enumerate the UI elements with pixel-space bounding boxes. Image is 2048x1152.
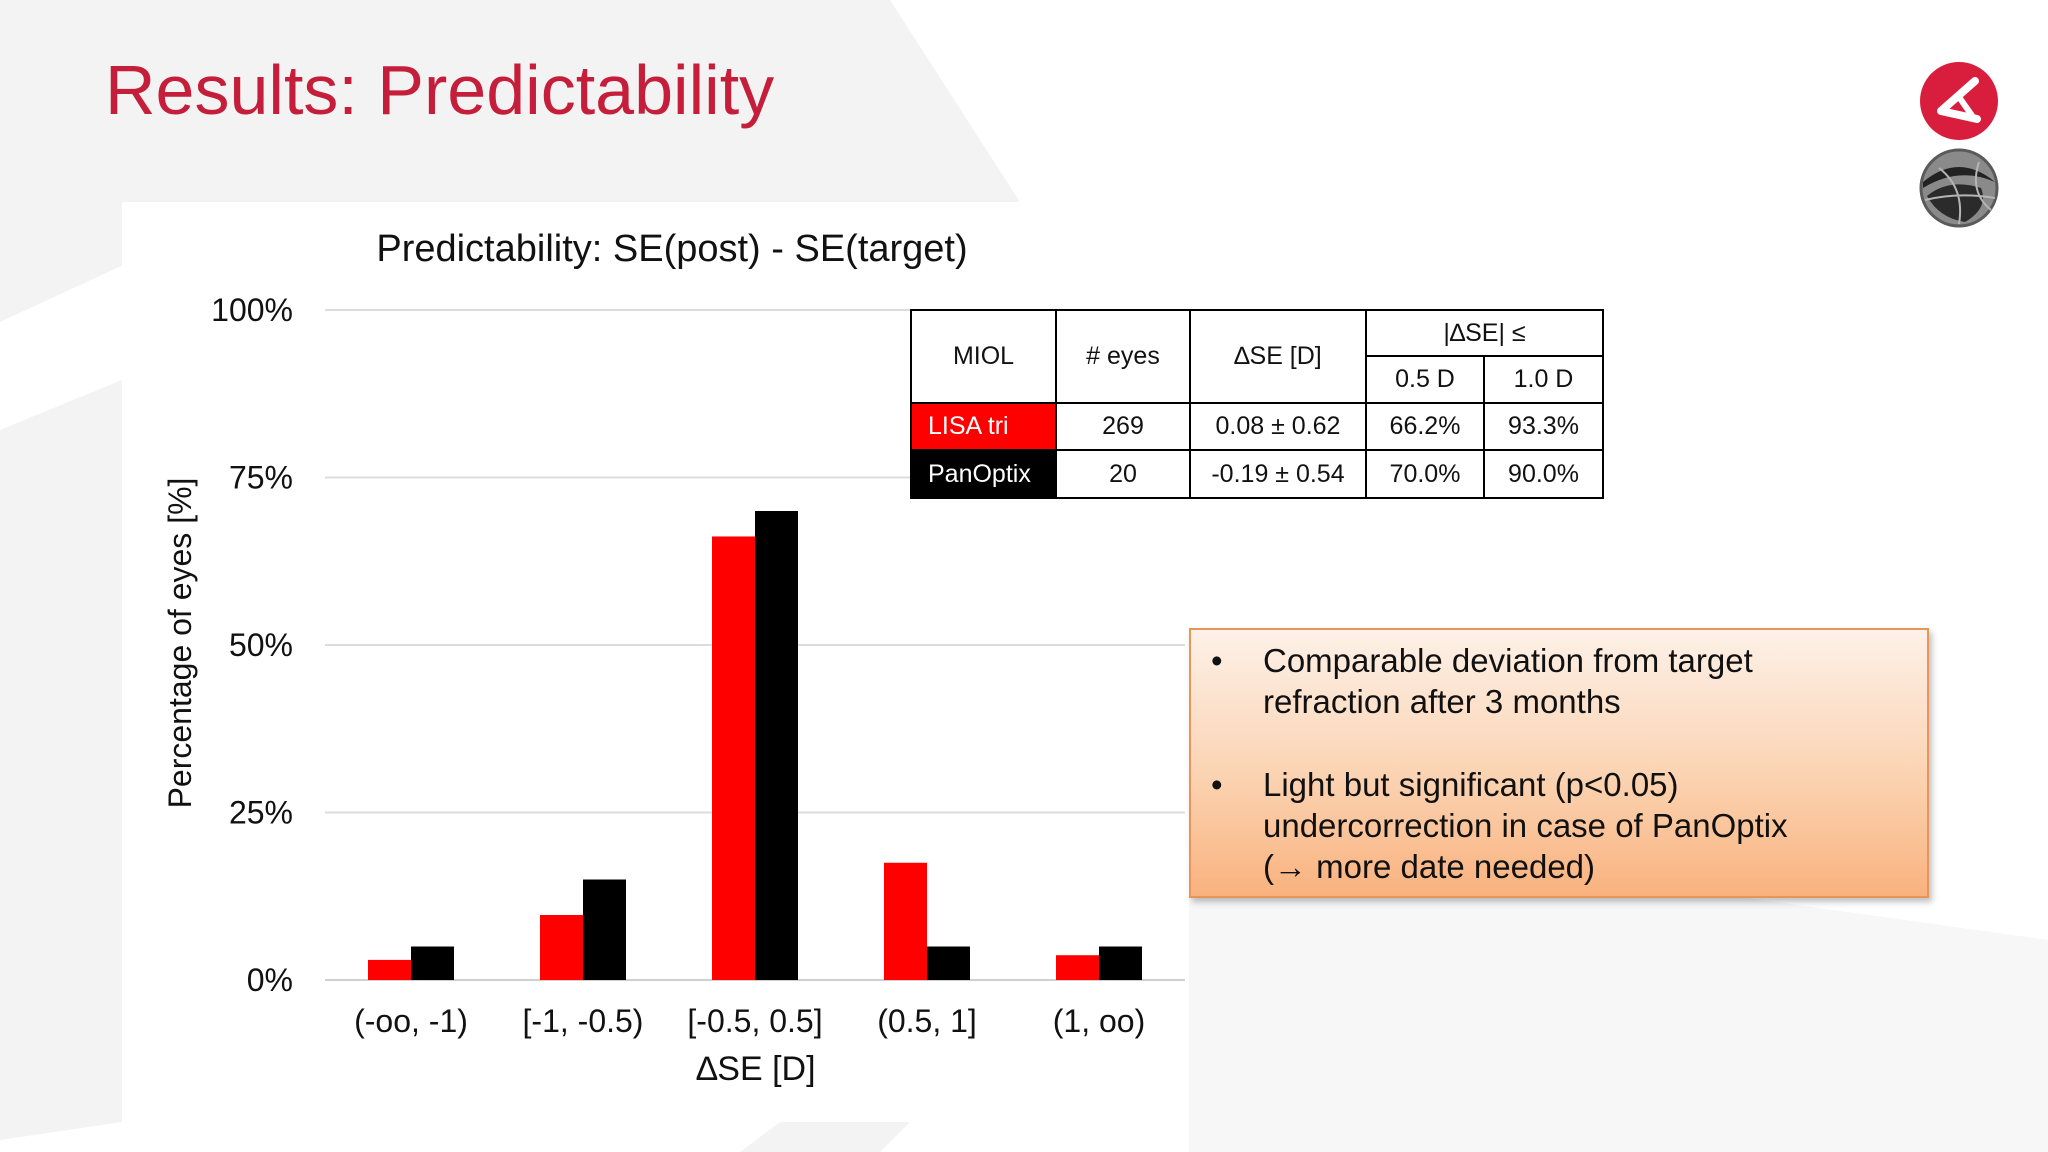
x-tick-label: (0.5, 1] [877,1003,977,1039]
conclusion-item: • Comparable deviation from target refra… [1211,640,1907,722]
gray-globe-logo-icon [1919,148,1999,228]
row-1-0d: 90.0% [1483,449,1604,499]
x-tick-label: (1, oo) [1053,1003,1145,1039]
row-eyes: 269 [1055,401,1191,452]
bullet: • [1211,642,1223,679]
row-0-5d: 70.0% [1365,449,1485,499]
conclusion-line: (→ more date needed) [1263,848,1596,885]
chart-title: Predictability: SE(post) - SE(target) [376,228,967,270]
slide-title: Results: Predictability [105,51,775,129]
header-eyes: # eyes [1055,309,1191,404]
header-dse-group: |∆SE| ≤ [1365,308,1604,358]
bar-panoptix [927,946,970,980]
bar-panoptix [411,946,454,980]
bar-panoptix [1099,946,1142,980]
row-0-5d: 66.2% [1365,401,1485,452]
conclusion-line: Light but significant (p<0.05) [1263,766,1679,803]
bar-lisa-tri [884,862,927,980]
x-tick-label: [-0.5, 0.5] [687,1003,822,1039]
bar-panoptix [583,879,626,980]
conclusion-box: • Comparable deviation from target refra… [1189,628,1929,898]
red-circle-logo-icon [1920,62,1998,140]
header-1-0d: 1.0 D [1483,355,1604,404]
row-1-0d: 93.3% [1483,401,1604,452]
row-eyes: 20 [1055,449,1191,499]
y-tick-label: 50% [229,627,293,663]
bar-lisa-tri [712,536,755,980]
y-tick-label: 75% [229,460,293,496]
bar-lisa-tri [368,959,411,980]
row-dse: 0.08 ± 0.62 [1189,401,1367,452]
bar-panoptix [755,511,798,980]
header-miol: MIOL [910,309,1057,404]
conclusion-line: Comparable deviation from target [1263,642,1753,679]
row-miol-lisa-tri: LISA tri [910,401,1057,452]
row-miol-panoptix: PanOptix [910,449,1057,499]
chart-y-axis-label: Percentage of eyes [%] [162,478,198,809]
y-tick-label: 100% [211,292,293,328]
conclusion-item: • Light but significant (p<0.05) underco… [1211,764,1907,887]
x-tick-label: (-oo, -1) [354,1003,468,1039]
header-dse: ∆SE [D] [1189,309,1367,404]
conclusion-line: undercorrection in case of PanOptix [1263,807,1788,844]
results-table: MIOL # eyes ∆SE [D] |∆SE| ≤ 0.5 D 1.0 D … [910,308,1604,499]
bullet: • [1211,766,1223,803]
bar-lisa-tri [1056,955,1099,980]
table-row: LISA tri 269 0.08 ± 0.62 66.2% 93.3% [910,401,1604,452]
row-dse: -0.19 ± 0.54 [1189,449,1367,499]
y-tick-label: 25% [229,795,293,831]
chart-x-axis-label: ∆SE [D] [696,1050,815,1088]
header-0-5d: 0.5 D [1365,355,1485,404]
x-tick-label: [-1, -0.5) [523,1003,644,1039]
table-row: PanOptix 20 -0.19 ± 0.54 70.0% 90.0% [910,449,1604,499]
bar-lisa-tri [540,915,583,980]
y-tick-label: 0% [247,962,293,998]
conclusion-line: refraction after 3 months [1263,683,1621,720]
